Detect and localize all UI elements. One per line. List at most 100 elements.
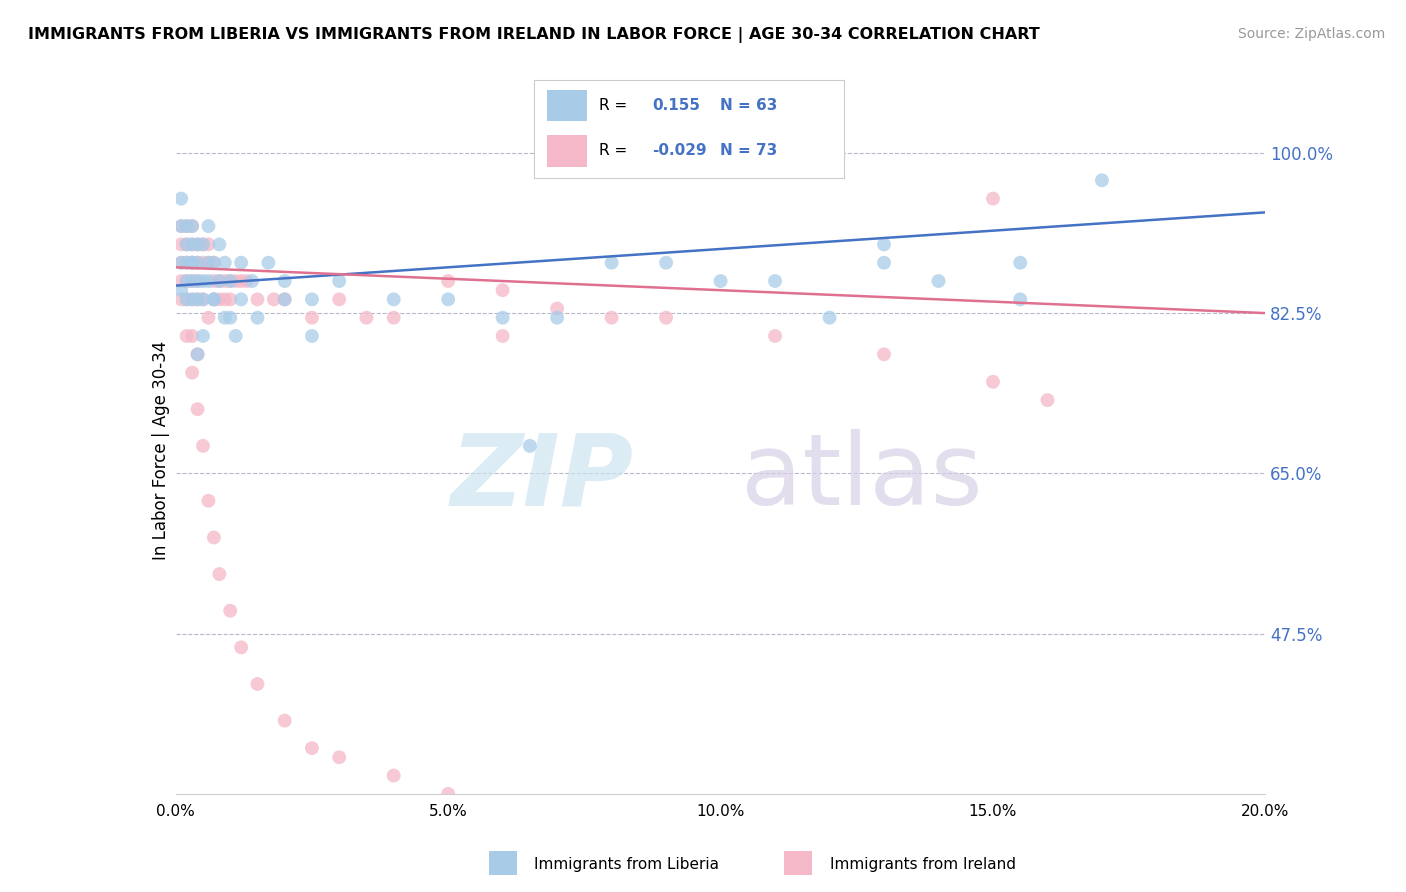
Point [274,714,297,728]
Point [546,310,568,325]
Point [191,274,214,288]
Point [246,293,269,307]
Point [274,293,297,307]
Point [197,256,219,270]
Text: R =: R = [599,98,627,113]
Point [382,768,405,782]
Bar [785,851,813,876]
Point [492,329,515,343]
Point [170,274,193,288]
Text: Immigrants from Liberia: Immigrants from Liberia [534,857,720,872]
Point [981,192,1004,206]
Point [301,293,323,307]
Point [492,310,515,325]
Point [437,293,460,307]
Point [873,256,896,270]
Point [181,293,204,307]
Point [181,274,204,288]
Point [1091,173,1114,187]
Point [214,256,236,270]
Point [191,293,214,307]
Point [219,274,242,288]
Point [328,293,350,307]
Bar [547,90,586,121]
Point [519,439,541,453]
Text: ZIP: ZIP [450,429,633,526]
Point [214,293,236,307]
Point [492,283,515,297]
Point [208,274,231,288]
Point [181,256,204,270]
Point [257,256,280,270]
Point [191,256,214,270]
Point [170,219,193,233]
Point [176,237,198,252]
Point [202,274,225,288]
Point [246,310,269,325]
Point [274,274,297,288]
Point [301,310,323,325]
Point [176,274,198,288]
Point [246,677,269,691]
Point [202,293,225,307]
Point [176,219,198,233]
Text: Source: ZipAtlas.com: Source: ZipAtlas.com [1237,27,1385,41]
Point [214,274,236,288]
Point [176,293,198,307]
Point [176,293,198,307]
Point [274,293,297,307]
Point [191,293,214,307]
Point [328,750,350,764]
Point [873,347,896,361]
Point [208,274,231,288]
Point [181,256,204,270]
Text: 0.155: 0.155 [652,98,700,113]
Point [197,310,219,325]
Point [176,274,198,288]
Point [197,219,219,233]
Point [928,274,950,288]
Point [191,439,214,453]
Point [181,219,204,233]
Point [600,256,623,270]
Text: atlas: atlas [741,429,983,526]
Point [186,293,209,307]
Point [202,256,225,270]
Point [186,274,209,288]
Point [437,787,460,801]
Point [208,567,231,582]
Point [208,237,231,252]
Point [202,293,225,307]
Point [437,274,460,288]
Point [186,256,209,270]
Point [382,310,405,325]
Point [981,375,1004,389]
Text: N = 63: N = 63 [720,98,778,113]
Point [655,310,678,325]
Point [176,256,198,270]
Point [208,293,231,307]
Point [170,283,193,297]
Point [186,402,209,417]
Point [197,493,219,508]
Point [202,293,225,307]
Point [710,274,733,288]
Point [231,274,253,288]
Point [235,274,257,288]
Point [225,329,247,343]
Bar [547,136,586,167]
Point [186,256,209,270]
Point [231,640,253,655]
Point [763,329,786,343]
Point [176,237,198,252]
Point [170,256,193,270]
Point [600,310,623,325]
Point [181,237,204,252]
Point [170,192,193,206]
Point [181,274,204,288]
Point [176,256,198,270]
Point [873,237,896,252]
Point [176,329,198,343]
Point [231,256,253,270]
Point [186,274,209,288]
